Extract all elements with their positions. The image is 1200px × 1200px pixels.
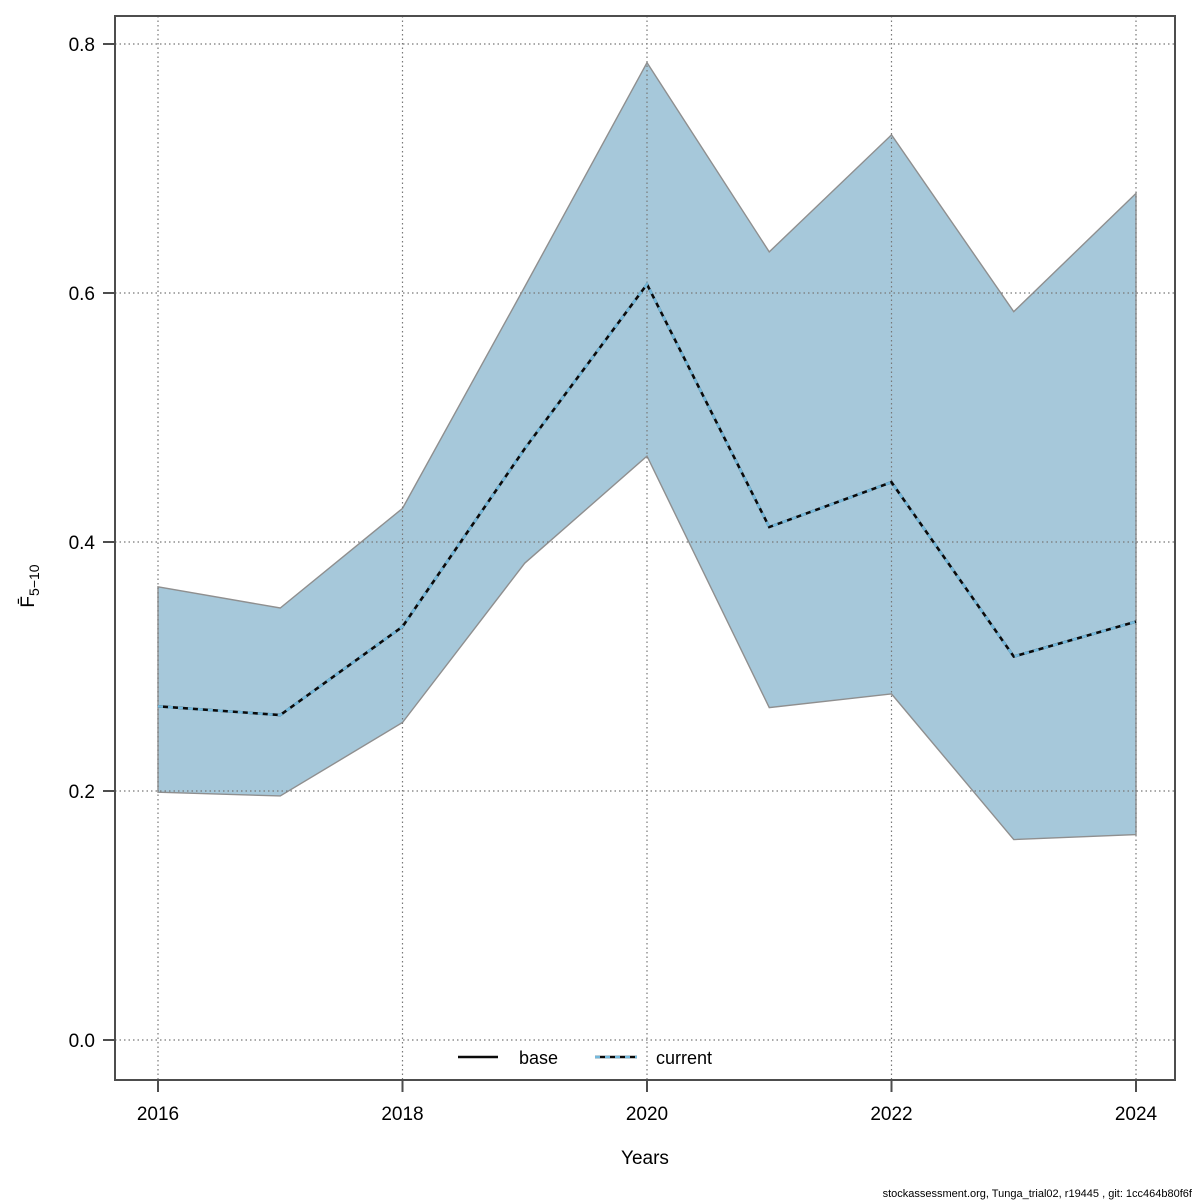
y-axis-title: F̄5−10 — [18, 564, 42, 607]
legend-base-label: base — [519, 1048, 558, 1068]
footer-credit: stockassessment.org, Tunga_trial02, r194… — [883, 1188, 1193, 1200]
x-tick-label-2022: 2022 — [870, 1104, 912, 1125]
y-axis-title-main: F̄ — [18, 596, 39, 608]
y-axis-title-subscript: 5−10 — [26, 564, 42, 596]
y-tick-label-0.2: 0.2 — [69, 782, 95, 803]
y-tick-label-0.0: 0.0 — [69, 1031, 95, 1052]
x-tick-label-2020: 2020 — [626, 1104, 668, 1125]
y-tick-label-0.8: 0.8 — [69, 35, 95, 56]
current-line — [157, 281, 1137, 717]
axis-tick-layer: 2016 2018 2020 2022 2024 0.0 0.2 0.4 0.6 0.8 — [69, 35, 1158, 1125]
x-axis-title: Years — [621, 1148, 669, 1169]
legend: base current — [458, 1048, 712, 1068]
gridline-layer — [115, 16, 1175, 1080]
x-tick-label-2016: 2016 — [137, 1104, 179, 1125]
x-tick-label-2024: 2024 — [1115, 1104, 1158, 1125]
x-tick-label-2018: 2018 — [381, 1104, 423, 1125]
legend-current-label: current — [656, 1048, 712, 1068]
y-tick-label-0.6: 0.6 — [69, 284, 95, 305]
series-layer — [157, 281, 1137, 717]
plot-border — [114, 15, 1176, 1081]
y-tick-label-0.4: 0.4 — [69, 533, 96, 554]
